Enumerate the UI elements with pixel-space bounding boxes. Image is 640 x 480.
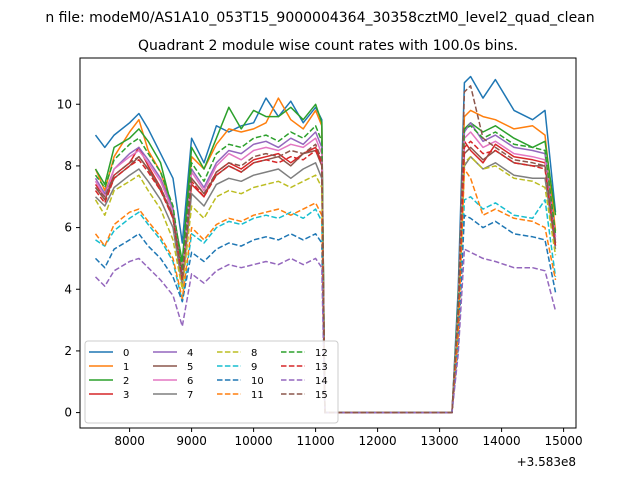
y-tick-label: 0 <box>64 406 72 420</box>
legend-label-2: 2 <box>123 376 129 387</box>
legend-label-1: 1 <box>123 362 129 373</box>
series-line-12 <box>94 125 557 414</box>
legend-label-3: 3 <box>123 390 129 401</box>
legend-label-12: 12 <box>315 348 328 359</box>
legend-frame <box>84 340 339 424</box>
series-line-11 <box>94 168 557 414</box>
x-tick-label: 14000 <box>483 434 521 448</box>
series-line-3 <box>94 140 557 414</box>
legend-label-8: 8 <box>251 348 257 359</box>
x-offset-text: +3.583e8 <box>517 455 576 469</box>
plot-frame <box>79 57 577 429</box>
y-tick-label: 6 <box>64 221 72 235</box>
x-tick-label: 15000 <box>545 434 583 448</box>
series-line-4 <box>94 122 557 414</box>
legend-label-10: 10 <box>251 376 264 387</box>
series-line-2 <box>94 103 557 414</box>
x-tick-label: 8000 <box>114 434 145 448</box>
legend-label-15: 15 <box>315 390 328 401</box>
series-line-1 <box>94 97 557 414</box>
series-line-13 <box>94 140 557 414</box>
legend-label-13: 13 <box>315 362 328 373</box>
x-axis: 8000 9000 10000 11000 12000 13000 14000 15000 <box>114 428 583 448</box>
y-axis: 0 2 4 6 8 10 <box>57 97 80 420</box>
series-line-15 <box>94 85 557 414</box>
x-tick-label: 10000 <box>235 434 273 448</box>
x-tick-label: 9000 <box>176 434 207 448</box>
series-line-14 <box>94 248 557 414</box>
legend-label-14: 14 <box>315 376 328 387</box>
legend-label-7: 7 <box>187 390 193 401</box>
legend-label-4: 4 <box>187 348 193 359</box>
x-tick-label: 11000 <box>297 434 335 448</box>
series-line-6 <box>94 131 557 414</box>
legend-label-6: 6 <box>187 376 193 387</box>
series-layer <box>94 75 557 414</box>
figure-suptitle: n file: modeM0/AS1A10_053T15_9000004364_… <box>45 10 594 26</box>
y-tick-label: 10 <box>57 97 72 111</box>
legend-label-9: 9 <box>251 362 257 373</box>
legend-label-11: 11 <box>251 390 264 401</box>
x-tick-label: 12000 <box>359 434 397 448</box>
series-line-10 <box>94 214 557 414</box>
chart-title: Quadrant 2 module wise count rates with … <box>138 38 518 54</box>
legend-label-5: 5 <box>187 362 193 373</box>
series-line-9 <box>95 196 557 414</box>
y-tick-label: 8 <box>64 159 72 173</box>
legend-label-0: 0 <box>123 348 129 359</box>
series-line-8 <box>94 155 557 414</box>
y-tick-label: 2 <box>64 344 72 358</box>
y-tick-label: 4 <box>64 282 72 296</box>
x-tick-label: 13000 <box>421 434 459 448</box>
